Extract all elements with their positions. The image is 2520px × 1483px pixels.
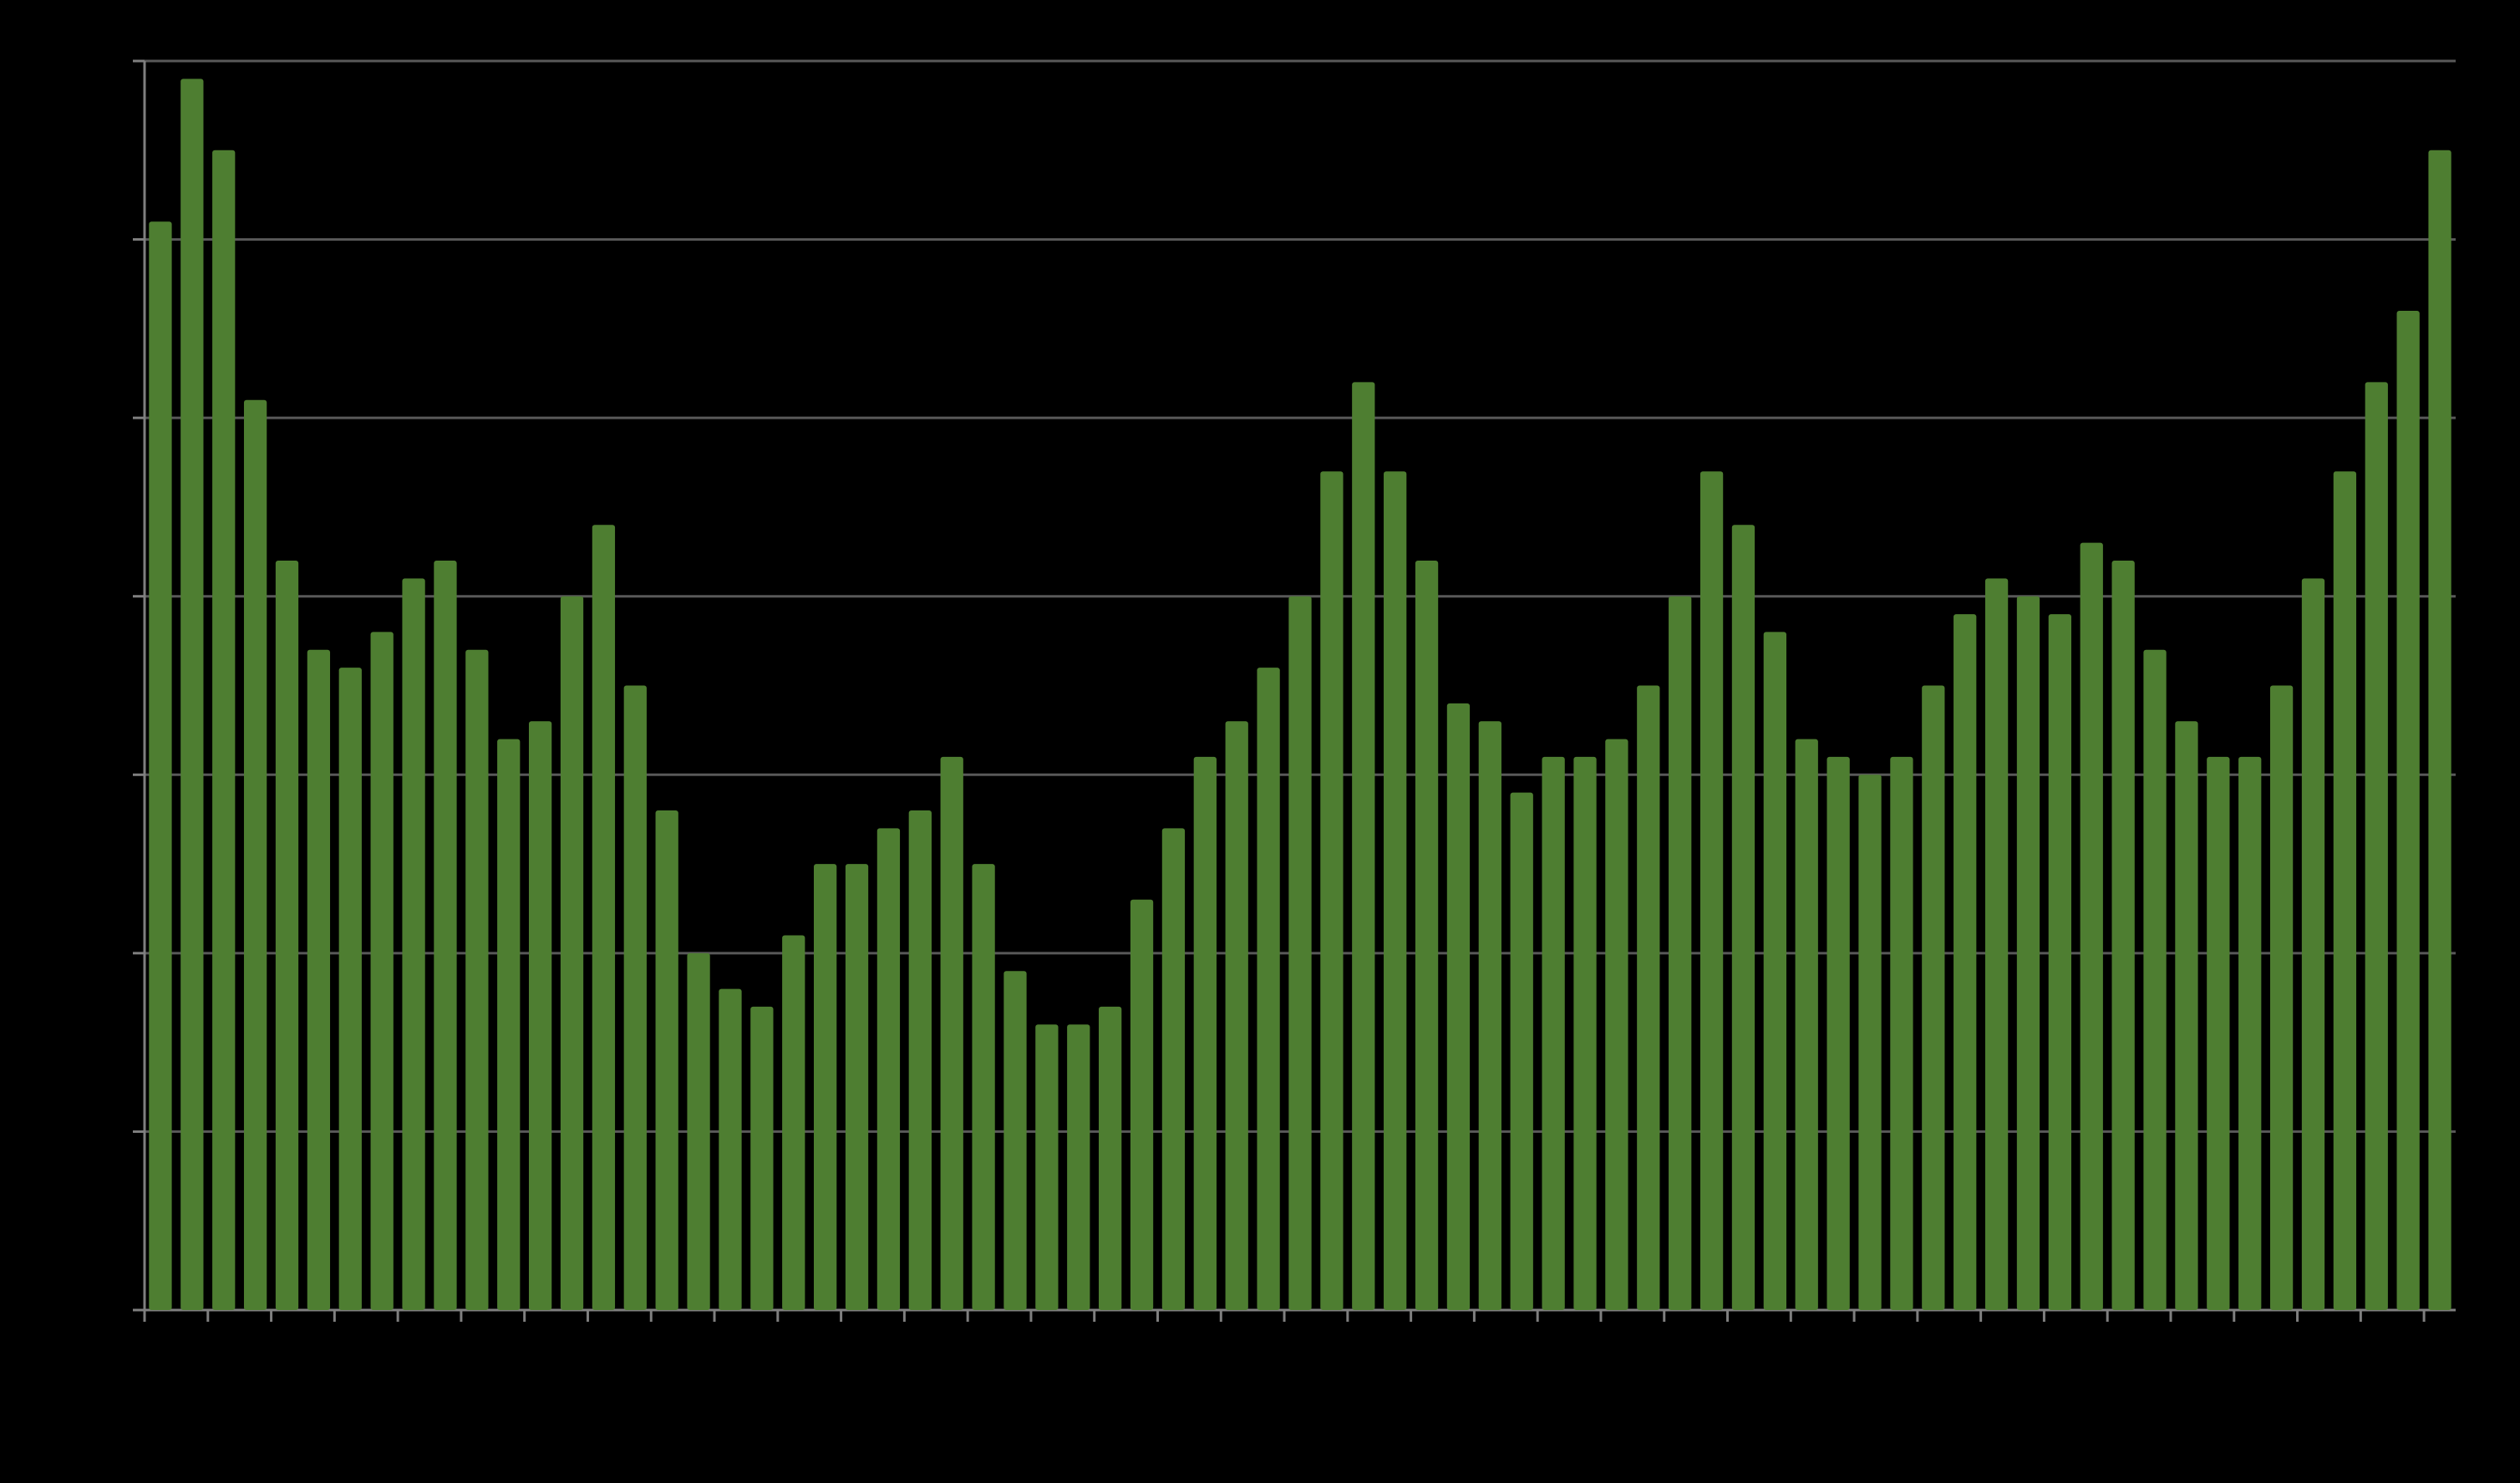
bar — [1257, 668, 1280, 1310]
bar — [370, 632, 394, 1310]
y-tick-label: 6 — [112, 224, 126, 251]
bar — [2333, 471, 2357, 1310]
bar — [876, 828, 901, 1310]
bar — [149, 221, 172, 1310]
bar — [1446, 703, 1471, 1310]
bar — [275, 561, 299, 1310]
bar — [1099, 1006, 1122, 1310]
bar — [528, 721, 552, 1310]
bar — [940, 756, 963, 1310]
bar — [1954, 614, 1977, 1310]
bar — [719, 988, 742, 1310]
bar — [1161, 828, 1186, 1310]
bar — [908, 810, 932, 1310]
bar — [1067, 1024, 1090, 1310]
bar — [1763, 632, 1786, 1310]
bar — [212, 150, 236, 1310]
bar — [1035, 1024, 1059, 1310]
bar — [750, 1006, 774, 1310]
bar — [687, 952, 710, 1310]
bar — [845, 864, 869, 1310]
bar — [560, 596, 584, 1310]
bar — [2207, 756, 2230, 1310]
bar — [243, 399, 267, 1311]
bar — [2365, 382, 2388, 1310]
y-tick-label: 1 — [112, 1116, 126, 1144]
y-tick-label: 5 — [112, 403, 126, 430]
bar — [2016, 596, 2040, 1310]
y-tick-label: 4 — [112, 582, 126, 609]
bar — [814, 864, 837, 1310]
bar — [465, 649, 489, 1310]
bar — [1320, 471, 1344, 1310]
bar — [497, 739, 521, 1310]
y-tick-label: 0 — [112, 1295, 126, 1323]
bar — [2048, 614, 2072, 1310]
bar — [1890, 756, 1913, 1310]
bar — [2143, 649, 2167, 1310]
bar — [655, 810, 678, 1310]
y-tick-label: 7 — [112, 46, 126, 74]
bar — [1415, 561, 1439, 1310]
bar — [1193, 756, 1217, 1310]
bar — [402, 578, 425, 1310]
bar — [1225, 721, 1248, 1310]
bar — [2111, 561, 2135, 1310]
bar — [2080, 542, 2103, 1310]
bar — [1510, 792, 1533, 1310]
bar — [1858, 775, 1882, 1310]
bar — [2238, 756, 2262, 1310]
bar — [1352, 382, 1375, 1310]
bar — [1573, 756, 1597, 1310]
bar — [434, 561, 457, 1310]
bar — [307, 649, 331, 1310]
y-tick-label: 2 — [112, 938, 126, 966]
bar — [1826, 756, 1850, 1310]
bar — [1542, 756, 1565, 1310]
bar — [1669, 596, 1692, 1310]
bar — [1384, 471, 1407, 1310]
bar — [2428, 150, 2451, 1310]
bar — [180, 79, 204, 1310]
bar — [1637, 685, 1660, 1310]
bar — [782, 935, 805, 1310]
bar — [1003, 971, 1027, 1310]
bar — [1288, 596, 1312, 1310]
bar — [2269, 685, 2294, 1310]
bar — [2175, 721, 2198, 1310]
bar — [1605, 739, 1628, 1310]
bar — [592, 525, 616, 1310]
bar — [2301, 578, 2325, 1310]
y-tick-label: 3 — [112, 759, 126, 787]
bar — [972, 864, 995, 1310]
bar — [623, 685, 647, 1310]
bar — [1130, 899, 1154, 1310]
bar — [1795, 739, 1818, 1310]
bar — [1922, 685, 1945, 1310]
bar — [1984, 578, 2009, 1310]
bar — [2396, 311, 2420, 1310]
bar — [338, 668, 362, 1310]
bar — [1731, 525, 1755, 1310]
bar — [1699, 471, 1724, 1310]
bar — [1478, 721, 1501, 1310]
